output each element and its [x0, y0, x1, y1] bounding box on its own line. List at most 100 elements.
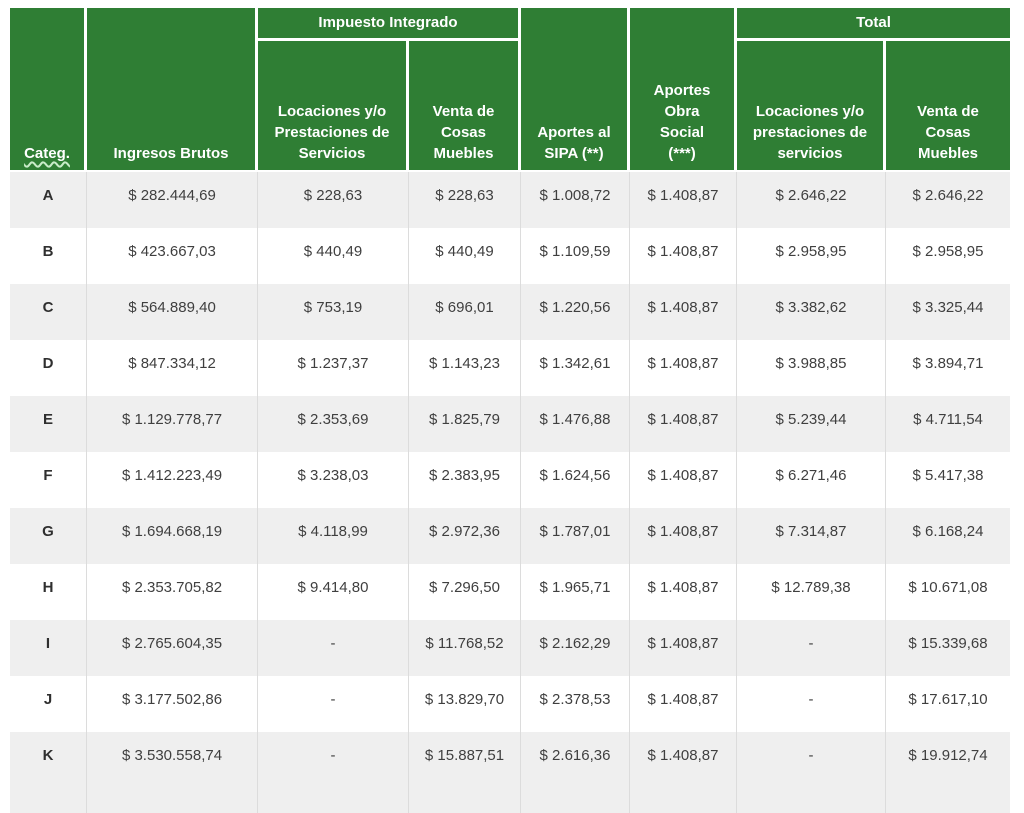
impuesto-servicios-cell: -	[258, 620, 409, 676]
total-servicios-cell: $ 7.314,87	[737, 508, 886, 564]
aportes-sipa-cell: $ 1.220,56	[521, 284, 630, 340]
total-servicios-cell: $ 5.239,44	[737, 396, 886, 452]
impuesto-muebles-cell: $ 13.829,70	[409, 676, 521, 732]
table-row: D $ 847.334,12 $ 1.237,37 $ 1.143,23 $ 1…	[10, 340, 1010, 396]
impuesto-servicios-cell: $ 3.238,03	[258, 452, 409, 508]
aportes-sipa-cell: $ 1.787,01	[521, 508, 630, 564]
ingresos-brutos-cell: $ 2.765.604,35	[87, 620, 258, 676]
impuesto-servicios-cell: $ 440,49	[258, 228, 409, 284]
aportes-sipa-cell: $ 1.109,59	[521, 228, 630, 284]
total-muebles-cell: $ 2.958,95	[912, 243, 984, 260]
ingresos-brutos-cell: $ 423.667,03	[87, 228, 258, 284]
category-cell: F	[10, 452, 87, 508]
table-body: A $ 282.444,69 $ 228,63 $ 228,63 $ 1.008…	[10, 172, 1010, 813]
impuesto-muebles-cell: $ 440,49	[409, 228, 521, 284]
obra-social-cell: $ 1.408,87	[630, 228, 737, 284]
impuesto-muebles-cell: $ 2.972,36	[409, 508, 521, 564]
obra-social-cell: $ 1.408,87	[630, 620, 737, 676]
impuesto-muebles-cell: $ 228,63	[409, 172, 521, 228]
category-cell: D	[10, 340, 87, 396]
total-servicios-cell: $ 12.789,38	[737, 564, 886, 620]
total-muebles-cell: $ 3.894,71	[912, 355, 984, 372]
obra-social-cell: $ 1.408,87	[630, 172, 737, 228]
total-servicios-cell: $ 6.271,46	[737, 452, 886, 508]
obra-social-cell: $ 1.408,87	[630, 676, 737, 732]
impuesto-servicios-cell: -	[258, 732, 409, 813]
table-row: B $ 423.667,03 $ 440,49 $ 440,49 $ 1.109…	[10, 228, 1010, 284]
category-cell: I	[10, 620, 87, 676]
total-servicios-cell: $ 2.646,22	[737, 172, 886, 228]
table-row: E $ 1.129.778,77 $ 2.353,69 $ 1.825,79 $…	[10, 396, 1010, 452]
ingresos-brutos-cell: $ 282.444,69	[87, 172, 258, 228]
monotributo-table: Categ. Ingresos Brutos Impuesto Integrad…	[10, 8, 1010, 813]
header-aportes-obra-social: Aportes Obra Social (***)	[630, 8, 737, 170]
impuesto-muebles-cell: $ 11.768,52	[409, 620, 521, 676]
header-total-locaciones-servicios: Locaciones y/o prestaciones de servicios	[737, 41, 886, 170]
aportes-sipa-cell: $ 1.476,88	[521, 396, 630, 452]
table-row: G $ 1.694.668,19 $ 4.118,99 $ 2.972,36 $…	[10, 508, 1010, 564]
total-servicios-cell: -	[737, 676, 886, 732]
aportes-sipa-cell: $ 2.162,29	[521, 620, 630, 676]
obra-social-cell: $ 1.408,87	[630, 284, 737, 340]
impuesto-servicios-cell: $ 4.118,99	[258, 508, 409, 564]
impuesto-servicios-cell: $ 228,63	[258, 172, 409, 228]
total-servicios-cell: -	[737, 620, 886, 676]
impuesto-muebles-cell: $ 1.825,79	[409, 396, 521, 452]
aportes-sipa-cell: $ 1.008,72	[521, 172, 630, 228]
total-servicios-cell: $ 3.988,85	[737, 340, 886, 396]
table-row: H $ 2.353.705,82 $ 9.414,80 $ 7.296,50 $…	[10, 564, 1010, 620]
ingresos-brutos-cell: $ 564.889,40	[87, 284, 258, 340]
total-servicios-cell: $ 2.958,95	[737, 228, 886, 284]
aportes-sipa-cell: $ 1.965,71	[521, 564, 630, 620]
ingresos-brutos-cell: $ 1.694.668,19	[87, 508, 258, 564]
impuesto-servicios-cell: $ 2.353,69	[258, 396, 409, 452]
obra-social-cell: $ 1.408,87	[630, 340, 737, 396]
aportes-sipa-cell: $ 1.624,56	[521, 452, 630, 508]
impuesto-muebles-cell: $ 2.383,95	[409, 452, 521, 508]
impuesto-servicios-cell: -	[258, 676, 409, 732]
impuesto-muebles-cell: $ 15.887,51	[409, 732, 521, 813]
impuesto-muebles-cell: $ 1.143,23	[409, 340, 521, 396]
category-cell: C	[10, 284, 87, 340]
category-cell: B	[10, 228, 87, 284]
table-row: C $ 564.889,40 $ 753,19 $ 696,01 $ 1.220…	[10, 284, 1010, 340]
ingresos-brutos-cell: $ 3.177.502,86	[87, 676, 258, 732]
total-muebles-cell: $ 5.417,38	[912, 467, 984, 484]
total-muebles-cell: $ 3.325,44	[912, 299, 984, 316]
table-row: A $ 282.444,69 $ 228,63 $ 228,63 $ 1.008…	[10, 172, 1010, 228]
header-group-total: Total	[737, 8, 1010, 41]
obra-social-cell: $ 1.408,87	[630, 396, 737, 452]
header-categ-label: Categ.	[24, 145, 70, 162]
total-muebles-cell: $ 2.646,22	[912, 187, 984, 204]
impuesto-muebles-cell: $ 696,01	[409, 284, 521, 340]
header-aportes-sipa: Aportes al SIPA (**)	[521, 8, 630, 170]
aportes-sipa-cell: $ 1.342,61	[521, 340, 630, 396]
ingresos-brutos-cell: $ 847.334,12	[87, 340, 258, 396]
header-categ: Categ.	[10, 8, 87, 170]
total-muebles-cell: $ 15.339,68	[908, 635, 988, 652]
aportes-sipa-cell: $ 2.616,36	[521, 732, 630, 813]
category-cell: H	[10, 564, 87, 620]
impuesto-servicios-cell: $ 1.237,37	[258, 340, 409, 396]
total-muebles-cell: $ 10.671,08	[908, 579, 988, 596]
table-header: Categ. Ingresos Brutos Impuesto Integrad…	[10, 8, 1010, 170]
category-cell: G	[10, 508, 87, 564]
table-row: F $ 1.412.223,49 $ 3.238,03 $ 2.383,95 $…	[10, 452, 1010, 508]
category-cell: E	[10, 396, 87, 452]
table-row: I $ 2.765.604,35 - $ 11.768,52 $ 2.162,2…	[10, 620, 1010, 676]
obra-social-cell: $ 1.408,87	[630, 508, 737, 564]
category-cell: J	[10, 676, 87, 732]
obra-social-cell: $ 1.408,87	[630, 452, 737, 508]
header-impuesto-locaciones-servicios: Locaciones y/o Prestaciones de Servicios	[258, 41, 409, 170]
table-row: J $ 3.177.502,86 - $ 13.829,70 $ 2.378,5…	[10, 676, 1010, 732]
category-cell: A	[10, 172, 87, 228]
header-group-impuesto-integrado: Impuesto Integrado	[258, 8, 521, 41]
total-muebles-cell: $ 6.168,24	[912, 523, 984, 540]
ingresos-brutos-cell: $ 3.530.558,74	[87, 732, 258, 813]
total-servicios-cell: -	[737, 732, 886, 813]
header-impuesto-venta-cosas-muebles: Venta de Cosas Muebles	[409, 41, 521, 170]
obra-social-cell: $ 1.408,87	[630, 564, 737, 620]
total-servicios-cell: $ 3.382,62	[737, 284, 886, 340]
table-row: K $ 3.530.558,74 - $ 15.887,51 $ 2.616,3…	[10, 732, 1010, 813]
header-ingresos-brutos: Ingresos Brutos	[87, 8, 258, 170]
